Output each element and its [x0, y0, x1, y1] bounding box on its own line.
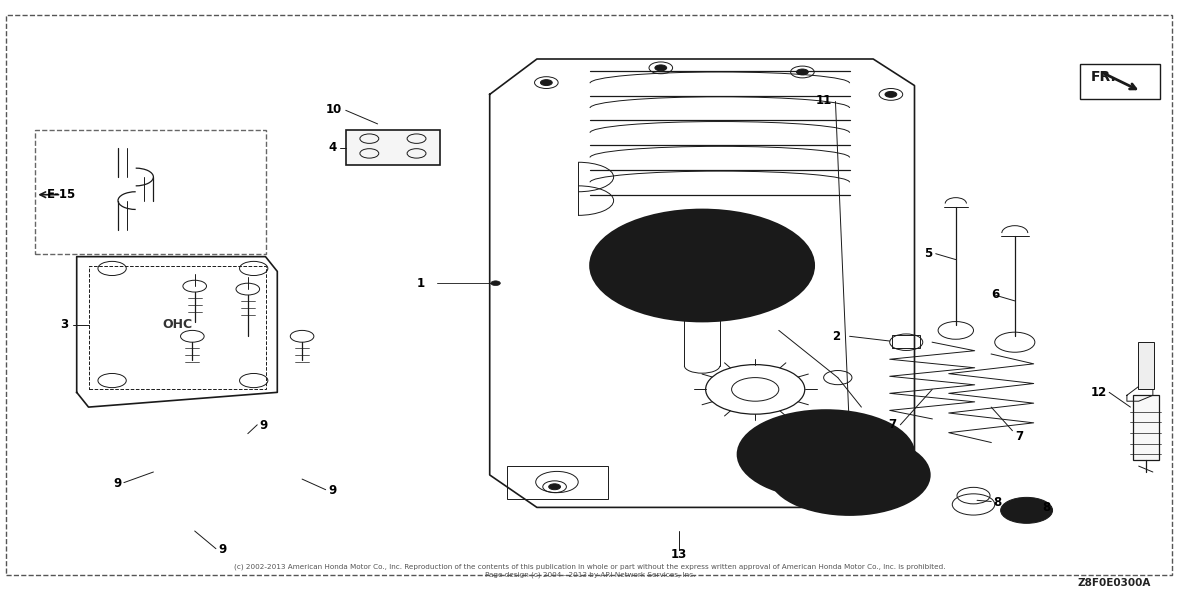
Text: 6: 6 [991, 289, 999, 301]
Text: (c) 2002-2013 American Honda Motor Co., Inc. Reproduction of the contents of thi: (c) 2002-2013 American Honda Motor Co., … [235, 563, 945, 570]
Bar [1133, 395, 1159, 460]
Text: 10: 10 [326, 103, 342, 116]
Circle shape [491, 281, 500, 286]
Bar [88, 266, 266, 389]
Polygon shape [77, 257, 277, 407]
Circle shape [885, 91, 897, 97]
Circle shape [738, 410, 914, 499]
Text: 4: 4 [328, 141, 336, 154]
Text: E-15: E-15 [47, 188, 76, 201]
Text: Page design (c) 2004 - 2013 by ARI Network Services, Inc.: Page design (c) 2004 - 2013 by ARI Netwo… [485, 572, 695, 579]
Polygon shape [490, 59, 914, 507]
Text: 8: 8 [994, 496, 1002, 509]
Circle shape [893, 463, 905, 469]
Bar [892, 335, 920, 348]
Text: 12: 12 [1090, 386, 1107, 399]
Text: 9: 9 [113, 477, 122, 490]
Bar [1080, 64, 1160, 99]
Text: ARINET: ARINET [563, 278, 712, 312]
Text: 11: 11 [815, 94, 832, 107]
Text: 2: 2 [832, 330, 840, 343]
Text: 1: 1 [417, 277, 425, 290]
Text: FR.: FR. [1090, 70, 1116, 84]
Text: 13: 13 [670, 548, 687, 561]
Circle shape [590, 209, 814, 322]
Text: 7: 7 [889, 418, 897, 431]
Text: 9: 9 [218, 543, 227, 556]
Text: 8: 8 [1042, 501, 1050, 514]
Circle shape [796, 69, 808, 75]
Circle shape [820, 460, 879, 490]
Text: Z8F0E0300A: Z8F0E0300A [1077, 578, 1150, 588]
Circle shape [1001, 497, 1053, 523]
Bar [346, 130, 440, 165]
Bar [507, 466, 608, 499]
Circle shape [769, 435, 930, 515]
Text: 9: 9 [328, 484, 336, 497]
Bar [1138, 342, 1154, 389]
Text: 9: 9 [260, 419, 268, 432]
Text: OHC: OHC [162, 318, 192, 331]
Circle shape [540, 80, 552, 86]
Text: 3: 3 [60, 318, 68, 331]
Circle shape [549, 484, 560, 490]
Circle shape [655, 65, 667, 71]
Bar [35, 130, 266, 254]
Text: 7: 7 [1015, 430, 1023, 443]
Text: 5: 5 [924, 247, 932, 260]
